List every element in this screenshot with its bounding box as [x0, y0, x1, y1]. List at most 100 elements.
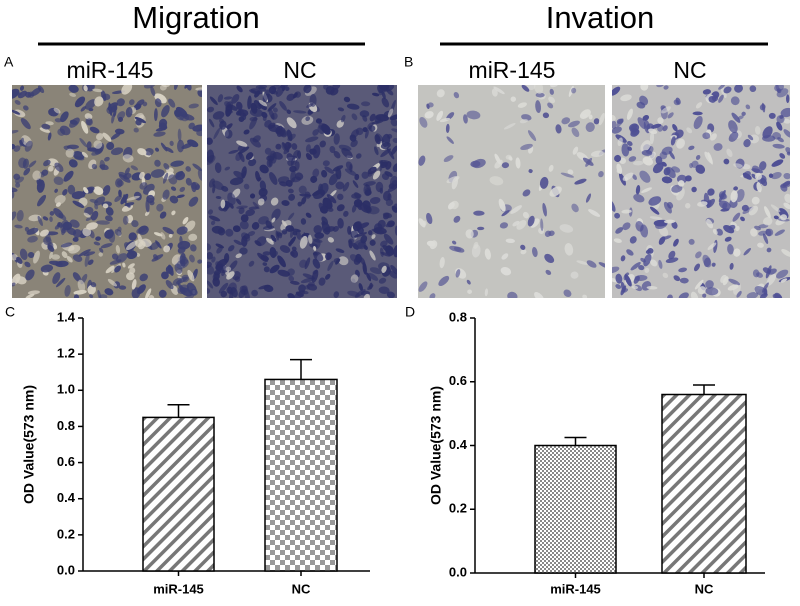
- cell: [153, 108, 158, 122]
- cell: [761, 102, 766, 113]
- cell: [384, 171, 393, 177]
- cell: [111, 253, 119, 260]
- cell: [527, 130, 537, 142]
- cell: [236, 110, 242, 116]
- cell: [275, 125, 283, 134]
- cell: [235, 101, 243, 111]
- cell: [118, 189, 122, 197]
- cell: [451, 240, 457, 245]
- cell: [710, 133, 717, 141]
- cell: [332, 165, 344, 172]
- cell: [248, 260, 255, 267]
- cell: [759, 161, 767, 171]
- cell: [207, 252, 213, 260]
- cell: [173, 85, 179, 90]
- cell: [78, 249, 91, 257]
- cell: [67, 184, 76, 195]
- cell: [163, 163, 170, 170]
- cell: [367, 230, 373, 236]
- cell: [702, 132, 711, 140]
- cell: [42, 216, 49, 221]
- cell: [262, 251, 271, 256]
- y-tick-label: 0.2: [57, 526, 75, 541]
- cell: [545, 269, 552, 275]
- cell: [371, 92, 380, 97]
- cell: [322, 160, 330, 167]
- cell: [275, 143, 282, 150]
- cell: [688, 145, 695, 151]
- cell: [548, 96, 556, 104]
- cell: [84, 113, 93, 120]
- cell: [766, 273, 777, 286]
- cell: [298, 185, 307, 194]
- cell: [124, 167, 130, 176]
- cell: [86, 141, 92, 150]
- cell: [121, 85, 133, 95]
- cell: [548, 230, 555, 237]
- cell: [85, 99, 97, 110]
- cell: [548, 164, 554, 172]
- cell: [91, 148, 103, 156]
- cell: [83, 212, 91, 218]
- cell: [69, 119, 78, 125]
- cell: [102, 203, 109, 209]
- cell: [386, 88, 394, 96]
- cell: [169, 195, 179, 204]
- cell: [593, 118, 600, 125]
- cell: [500, 266, 512, 276]
- cell: [388, 270, 397, 279]
- cell: [312, 269, 318, 275]
- cell: [723, 86, 732, 94]
- cell: [501, 253, 509, 260]
- cell: [93, 140, 103, 149]
- cell: [162, 226, 174, 235]
- cell: [760, 177, 768, 187]
- cell: [74, 156, 85, 161]
- cell: [153, 232, 163, 237]
- cell: [229, 203, 234, 209]
- cell: [211, 225, 225, 234]
- cell: [15, 182, 21, 188]
- cell: [642, 156, 654, 166]
- cell: [312, 168, 320, 178]
- cell: [96, 220, 110, 225]
- cell: [244, 289, 250, 298]
- cell: [784, 193, 790, 204]
- cell: [364, 189, 372, 196]
- cell: [576, 260, 589, 265]
- cell: [305, 116, 311, 122]
- cell: [269, 246, 277, 259]
- cell: [19, 248, 28, 261]
- cell: [512, 220, 520, 227]
- cell: [555, 124, 562, 134]
- cell: [272, 151, 283, 160]
- cell: [749, 85, 757, 93]
- cell: [114, 128, 125, 135]
- column-label: NC: [673, 57, 706, 83]
- cell: [351, 113, 358, 121]
- cell: [379, 247, 384, 257]
- cell: [355, 153, 362, 159]
- cell: [501, 162, 510, 169]
- cell: [727, 244, 734, 255]
- cell: [614, 212, 621, 219]
- cell: [220, 199, 226, 209]
- cell: [224, 129, 233, 139]
- cell: [144, 173, 152, 181]
- cell: [187, 269, 195, 282]
- cell: [90, 210, 99, 221]
- cell: [359, 110, 370, 118]
- cell: [325, 273, 331, 280]
- cell: [520, 249, 527, 255]
- cell: [560, 172, 574, 178]
- cell: [337, 217, 344, 229]
- cell: [642, 114, 650, 121]
- cell: [312, 258, 321, 269]
- cell: [197, 88, 202, 97]
- cell: [378, 85, 387, 96]
- cell: [369, 282, 373, 290]
- cell: [213, 127, 221, 140]
- cell: [326, 194, 337, 204]
- cell: [385, 222, 395, 228]
- cell: [633, 194, 645, 203]
